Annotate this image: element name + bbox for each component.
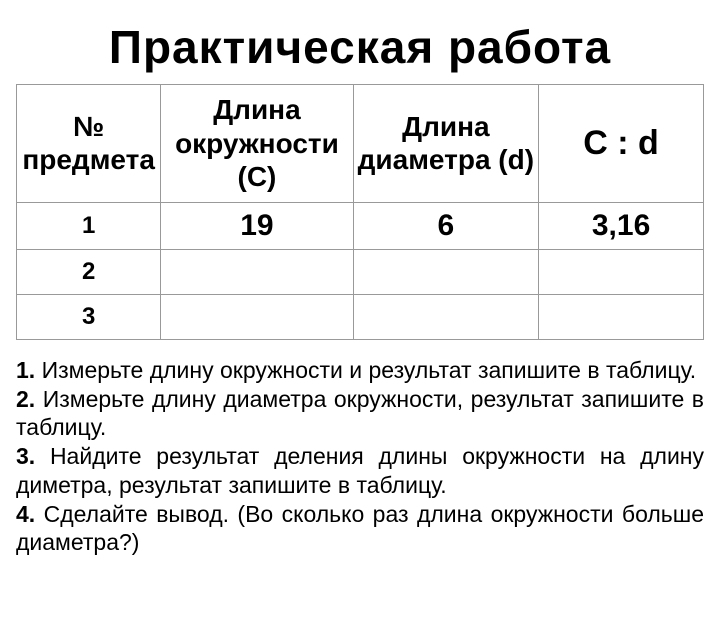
cell-circumference: 19	[161, 202, 353, 249]
col-header-ratio: С : d	[539, 85, 704, 203]
cell-diameter: 6	[353, 202, 538, 249]
instruction-number: 4.	[16, 501, 35, 527]
cell-ratio: 3,16	[539, 202, 704, 249]
instruction-number: 2.	[16, 386, 35, 412]
cell-circumference	[161, 249, 353, 294]
instruction-text: Сделайте вывод. (Во сколько раз длина ок…	[16, 501, 704, 556]
data-table: № предмета Длина окружности (С) Длина ди…	[16, 84, 704, 340]
col-header-number: № предмета	[17, 85, 161, 203]
cell-ratio	[539, 294, 704, 339]
col-header-circumference: Длина окружности (С)	[161, 85, 353, 203]
row-number: 3	[17, 294, 161, 339]
instruction-text: Измерьте длину окружности и результат за…	[35, 357, 696, 383]
cell-diameter	[353, 294, 538, 339]
row-number: 1	[17, 202, 161, 249]
col-header-diameter: Длина диаметра (d)	[353, 85, 538, 203]
instruction-item: 3. Найдите результат деления длины окруж…	[16, 442, 704, 500]
cell-diameter	[353, 249, 538, 294]
instruction-text: Измерьте длину диаметра окружности, резу…	[16, 386, 704, 441]
instruction-number: 1.	[16, 357, 35, 383]
cell-ratio	[539, 249, 704, 294]
table-row: 2	[17, 249, 704, 294]
row-number: 2	[17, 249, 161, 294]
page-title: Практическая работа	[16, 20, 704, 74]
table-row: 1 19 6 3,16	[17, 202, 704, 249]
table-row: 3	[17, 294, 704, 339]
instruction-item: 2. Измерьте длину диаметра окружности, р…	[16, 385, 704, 443]
instruction-item: 1. Измерьте длину окружности и результат…	[16, 356, 704, 385]
cell-circumference	[161, 294, 353, 339]
instructions-block: 1. Измерьте длину окружности и результат…	[16, 356, 704, 557]
instruction-text: Найдите результат деления длины окружнос…	[16, 443, 704, 498]
instruction-number: 3.	[16, 443, 35, 469]
table-header-row: № предмета Длина окружности (С) Длина ди…	[17, 85, 704, 203]
instruction-item: 4. Сделайте вывод. (Во сколько раз длина…	[16, 500, 704, 558]
